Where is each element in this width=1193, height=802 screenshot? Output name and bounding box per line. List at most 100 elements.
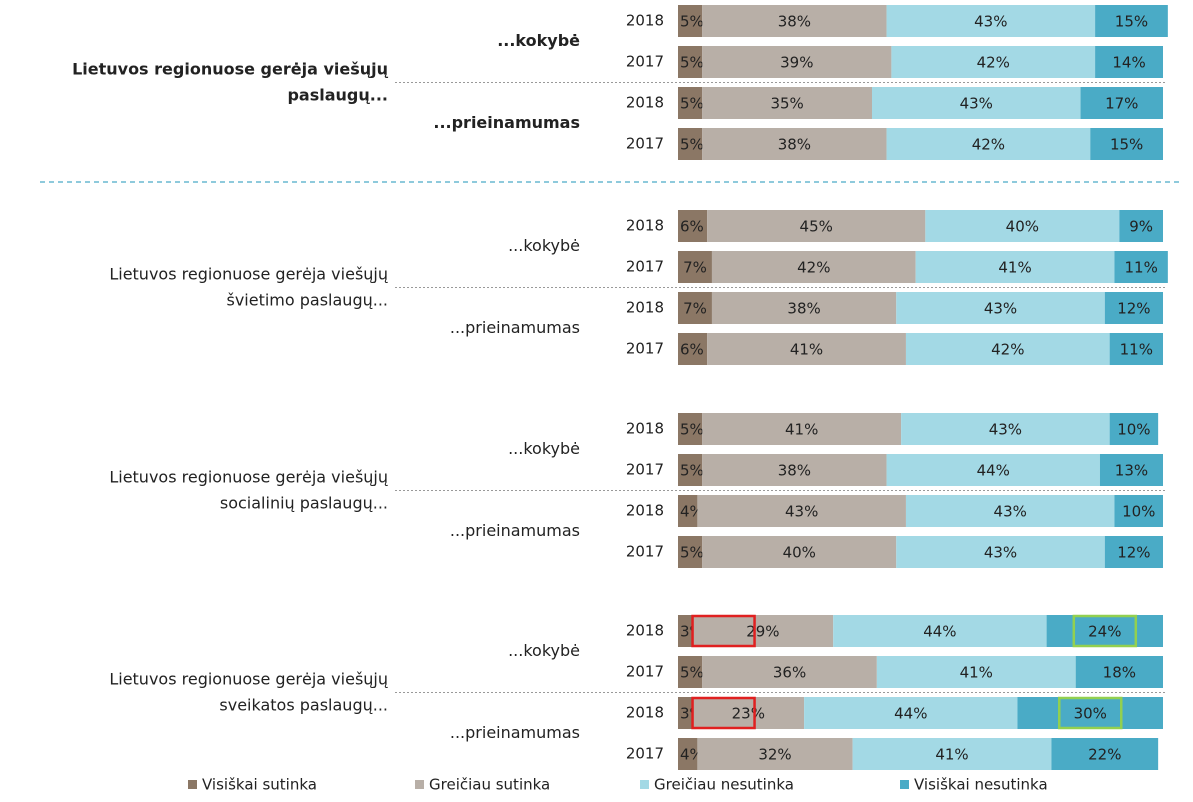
group-label: Lietuvos regionuose gerėja viešųjų [109,265,388,284]
value-label: 5% [680,13,704,31]
value-label: 41% [935,746,968,764]
bar-segment [925,210,1120,242]
year-label: 2018 [626,12,664,30]
value-label: 13% [1115,462,1148,480]
year-label: 2018 [626,502,664,520]
value-label: 10% [1117,421,1150,439]
value-label: 41% [998,259,1031,277]
year-label: 2018 [626,299,664,317]
bar-segment [886,454,1100,486]
subgroup-label: ...prieinamumas [433,113,580,132]
value-label: 32% [758,746,791,764]
highlight-box [691,696,756,730]
value-label: 29% [746,623,779,641]
bar-segment [707,333,906,365]
year-label: 2017 [626,461,664,479]
group-label: paslaugų... [287,86,388,105]
value-label: 5% [680,664,704,682]
bar-segment [833,615,1047,647]
value-label: 38% [787,300,820,318]
value-label: 43% [984,300,1017,318]
group-label: socialinių paslaugų... [220,494,388,513]
value-label: 43% [984,544,1017,562]
bar-segment [702,5,887,37]
subgroup-label: ...kokybė [508,641,580,660]
bar-segment [886,128,1091,160]
bar-segment [1104,536,1163,568]
bar-segment [711,251,916,283]
bar-segment [896,536,1105,568]
highlight-box [1058,696,1123,730]
bar-segment [692,615,834,647]
bar-segment [872,87,1081,119]
bar-segment [702,656,877,688]
value-label: 42% [797,259,830,277]
year-label: 2017 [626,135,664,153]
value-label: 44% [894,705,927,723]
group-label: Lietuvos regionuose gerėja viešųjų [72,60,389,79]
value-label: 41% [785,421,818,439]
year-label: 2017 [626,53,664,71]
value-label: 5% [680,136,704,154]
value-label: 7% [683,259,707,277]
value-label: 35% [770,95,803,113]
value-label: 42% [972,136,1005,154]
bar-segment [707,210,926,242]
value-label: 5% [680,544,704,562]
value-label: 43% [994,503,1027,521]
bar-segment [1075,656,1163,688]
value-label: 9% [1129,218,1153,236]
bar-segment [678,292,712,324]
bar-segment [852,738,1052,770]
value-label: 5% [680,421,704,439]
legend-swatch [188,780,197,789]
year-label: 2018 [626,94,664,112]
bar-segment [1119,210,1163,242]
bar-segment [1114,495,1163,527]
bar-segment [678,333,708,365]
value-label: 5% [680,462,704,480]
year-label: 2017 [626,745,664,763]
value-label: 12% [1117,544,1150,562]
value-label: 42% [991,341,1024,359]
legend-label: Greičiau sutinka [429,776,550,794]
value-label: 43% [974,13,1007,31]
group-label: sveikatos paslaugų... [219,696,388,715]
bar-segment [1017,697,1163,729]
bar-segment [678,46,703,78]
bar-segment [1080,87,1163,119]
value-label: 11% [1120,341,1153,359]
bar-segment [678,656,703,688]
bar-segment [1109,413,1159,445]
bar-segment [678,413,703,445]
bar-segment [896,292,1105,324]
value-label: 18% [1103,664,1136,682]
value-label: 14% [1112,54,1145,72]
value-label: 42% [977,54,1010,72]
bar-segment [905,333,1110,365]
bar-segment [702,46,892,78]
value-label: 44% [977,462,1010,480]
group-label: Lietuvos regionuose gerėja viešųjų [109,670,388,689]
bar-segment [678,697,693,729]
value-label: 15% [1115,13,1148,31]
value-label: 40% [783,544,816,562]
bar-segment [678,128,703,160]
bar-segment [702,536,897,568]
legend-swatch [900,780,909,789]
bar-segment [702,128,887,160]
value-label: 6% [680,341,704,359]
bar-segment [1046,615,1163,647]
value-label: 6% [680,218,704,236]
subgroup-label: ...kokybė [508,236,580,255]
group-label: švietimo paslaugų... [226,291,388,310]
bar-segment [891,46,1096,78]
bar-segment [678,251,712,283]
bar-segment [886,5,1096,37]
legend-label: Greičiau nesutinka [654,776,794,794]
value-label: 5% [680,95,704,113]
value-label: 39% [780,54,813,72]
bar-segment [1051,738,1159,770]
bar-segment [711,292,897,324]
